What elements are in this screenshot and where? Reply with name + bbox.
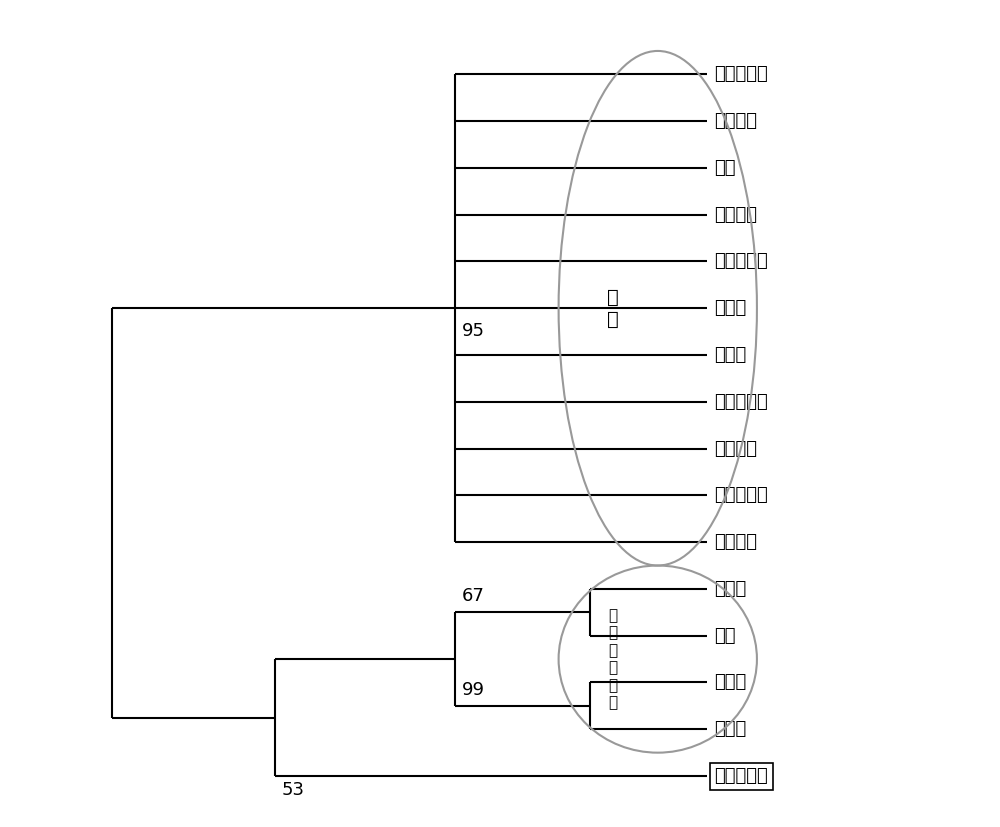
Text: 油柿: 油柿 — [715, 627, 736, 645]
Text: 95: 95 — [462, 323, 485, 340]
Text: 云南野毛柿: 云南野毛柿 — [715, 767, 768, 785]
Text: 玉环长柿: 玉环长柿 — [715, 440, 758, 457]
Text: 浙江柿: 浙江柿 — [715, 720, 747, 739]
Text: 金枣柿: 金枣柿 — [715, 580, 747, 598]
Text: 君迁子: 君迁子 — [715, 673, 747, 691]
Text: 诀安元宵柿: 诀安元宵柿 — [715, 486, 768, 504]
Text: 休宁扁塌柿: 休宁扁塌柿 — [715, 393, 768, 411]
Text: 53: 53 — [282, 781, 305, 799]
Text: 恭城月柿: 恭城月柿 — [715, 206, 758, 223]
Text: 富平尖柿: 富平尖柿 — [715, 112, 758, 130]
Text: 小萊子: 小萊子 — [715, 346, 747, 364]
Text: 99: 99 — [462, 681, 485, 699]
Text: 海安小方柿: 海安小方柿 — [715, 252, 768, 270]
Text: 67: 67 — [462, 587, 485, 605]
Text: 磨盘柿: 磨盘柿 — [715, 299, 747, 318]
Text: 柿
种: 柿 种 — [607, 288, 619, 329]
Text: 博爱八月黄: 博爱八月黄 — [715, 65, 768, 84]
Text: 中柿一号: 中柿一号 — [715, 533, 758, 551]
Text: 其
他
柿
属
植
物: 其 他 柿 属 植 物 — [608, 608, 617, 710]
Text: 富有: 富有 — [715, 159, 736, 177]
